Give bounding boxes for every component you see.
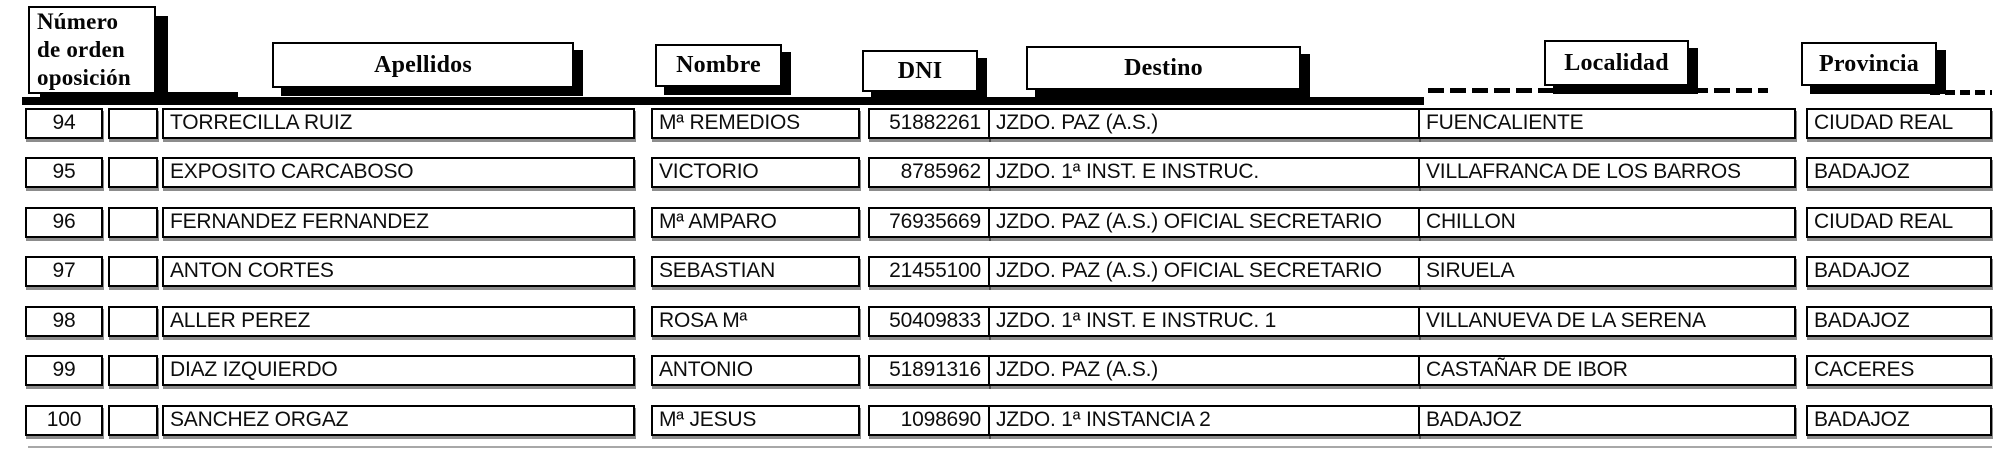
table-row: 98 ALLER PEREZ ROSA Mª 50409833 JZDO. 1ª…	[0, 306, 2000, 339]
cell-apellidos: ANTON CORTES	[162, 256, 635, 287]
cell-nombre: ROSA Mª	[651, 306, 860, 337]
cell-apellidos: ALLER PEREZ	[162, 306, 635, 337]
cell-blank	[108, 405, 158, 436]
cell-nombre: Mª AMPARO	[651, 207, 860, 238]
table-row: 100 SANCHEZ ORGAZ Mª JESUS 1098690 JZDO.…	[0, 405, 2000, 438]
table-row: 99 DIAZ IZQUIERDO ANTONIO 51891316 JZDO.…	[0, 355, 2000, 388]
col-header-orden-line2: de orden	[37, 37, 125, 62]
cell-dni: 51891316	[868, 355, 990, 386]
col-header-apellidos: Apellidos	[272, 42, 574, 88]
col-header-orden-line3: oposición	[37, 65, 131, 90]
cell-provincia: CACERES	[1806, 355, 1992, 386]
cell-provincia: BADAJOZ	[1806, 405, 1992, 436]
cell-provincia: CIUDAD REAL	[1806, 207, 1992, 238]
cell-localidad: VILLAFRANCA DE LOS BARROS	[1418, 157, 1796, 188]
cell-destino: JZDO. PAZ (A.S.) OFICIAL SECRETARIO	[988, 207, 1420, 238]
col-header-destino: Destino	[1026, 46, 1301, 90]
cell-dni: 51882261	[868, 108, 990, 139]
col-header-localidad: Localidad	[1544, 40, 1689, 86]
cell-orden: 98	[25, 306, 103, 337]
col-header-nombre: Nombre	[655, 44, 782, 87]
page-bottom-edge	[28, 446, 1992, 448]
cell-dni: 50409833	[868, 306, 990, 337]
cell-dni: 21455100	[868, 256, 990, 287]
header-divider-dashed-localidad	[1428, 88, 1768, 93]
cell-localidad: CHILLON	[1418, 207, 1796, 238]
cell-blank	[108, 355, 158, 386]
cell-blank	[108, 256, 158, 287]
col-header-orden: Número de orden oposición	[28, 6, 156, 94]
cell-localidad: BADAJOZ	[1418, 405, 1796, 436]
cell-destino: JZDO. PAZ (A.S.) OFICIAL SECRETARIO	[988, 256, 1420, 287]
cell-apellidos: TORRECILLA RUIZ	[162, 108, 635, 139]
table-row: 97 ANTON CORTES SEBASTIAN 21455100 JZDO.…	[0, 256, 2000, 289]
cell-localidad: SIRUELA	[1418, 256, 1796, 287]
cell-provincia: CIUDAD REAL	[1806, 108, 1992, 139]
cell-orden: 97	[25, 256, 103, 287]
cell-provincia: BADAJOZ	[1806, 157, 1992, 188]
table-row: 94 TORRECILLA RUIZ Mª REMEDIOS 51882261 …	[0, 108, 2000, 141]
cell-dni: 8785962	[868, 157, 990, 188]
cell-blank	[108, 306, 158, 337]
cell-blank	[108, 108, 158, 139]
cell-orden: 95	[25, 157, 103, 188]
table-row: 95 EXPOSITO CARCABOSO VICTORIO 8785962 J…	[0, 157, 2000, 190]
header-divider-bar	[22, 97, 1424, 105]
cell-apellidos: FERNANDEZ FERNANDEZ	[162, 207, 635, 238]
cell-dni: 1098690	[868, 405, 990, 436]
cell-dni: 76935669	[868, 207, 990, 238]
header-divider-dashed-provincia	[1930, 90, 1992, 95]
cell-destino: JZDO. 1ª INSTANCIA 2	[988, 405, 1420, 436]
cell-destino: JZDO. 1ª INST. E INSTRUC. 1	[988, 306, 1420, 337]
cell-nombre: VICTORIO	[651, 157, 860, 188]
cell-nombre: Mª REMEDIOS	[651, 108, 860, 139]
cell-provincia: BADAJOZ	[1806, 256, 1992, 287]
col-header-dni: DNI	[862, 50, 978, 92]
cell-apellidos: DIAZ IZQUIERDO	[162, 355, 635, 386]
table-row: 96 FERNANDEZ FERNANDEZ Mª AMPARO 7693566…	[0, 207, 2000, 240]
cell-destino: JZDO. PAZ (A.S.)	[988, 355, 1420, 386]
cell-apellidos: SANCHEZ ORGAZ	[162, 405, 635, 436]
cell-apellidos: EXPOSITO CARCABOSO	[162, 157, 635, 188]
col-header-orden-line1: Número	[37, 9, 119, 34]
col-header-provincia: Provincia	[1801, 42, 1937, 86]
cell-nombre: ANTONIO	[651, 355, 860, 386]
cell-blank	[108, 157, 158, 188]
cell-localidad: FUENCALIENTE	[1418, 108, 1796, 139]
cell-orden: 99	[25, 355, 103, 386]
cell-orden: 96	[25, 207, 103, 238]
cell-orden: 94	[25, 108, 103, 139]
cell-destino: JZDO. 1ª INST. E INSTRUC.	[988, 157, 1420, 188]
cell-nombre: SEBASTIAN	[651, 256, 860, 287]
cell-nombre: Mª JESUS	[651, 405, 860, 436]
cell-provincia: BADAJOZ	[1806, 306, 1992, 337]
cell-localidad: VILLANUEVA DE LA SERENA	[1418, 306, 1796, 337]
cell-orden: 100	[25, 405, 103, 436]
cell-destino: JZDO. PAZ (A.S.)	[988, 108, 1420, 139]
cell-blank	[108, 207, 158, 238]
cell-localidad: CASTAÑAR DE IBOR	[1418, 355, 1796, 386]
header-divider-stub	[88, 92, 238, 104]
